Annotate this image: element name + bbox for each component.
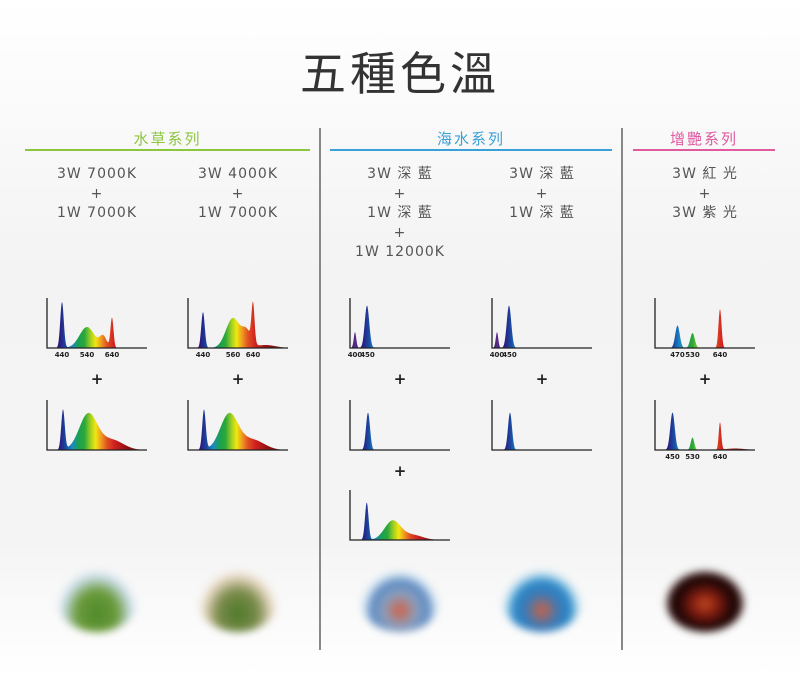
combo-line: + [393,185,407,202]
spectrum-curve [492,412,592,450]
combo-line: 3W 深 藍 [367,166,433,182]
chart-axis [654,298,755,349]
tick-label: 450 [502,351,517,359]
plus-sign: + [535,370,549,388]
photo-aquatic-plants-warm [198,570,278,632]
group-heading-aquatic-plants: 水草系列 [133,130,202,148]
group-heading-marine: 海水系列 [436,130,505,148]
tick-label: 530 [685,453,700,461]
chart-axis [46,400,147,451]
column-divider [319,128,321,650]
page-title: 五種色溫 [300,47,500,101]
spectrum-chart [46,400,147,451]
spectrum-curve [350,305,450,348]
tick-label: 640 [713,453,728,461]
spectrum-curve [655,309,755,348]
spectrum-chart: 470 530 640 [654,298,755,359]
chart-axis [491,298,592,349]
photo-marine-fish-blue [502,570,582,632]
tick-label: 450 [360,351,375,359]
combo-line: 3W 紫 光 [672,205,738,221]
tick-label: 450 [665,453,680,461]
spectrum-curve [47,301,147,348]
combo-line: 3W 7000K [56,166,137,182]
plus-sign: + [231,370,245,388]
chart-axis [46,298,147,349]
spectrum-chart: 440 540 640 [46,298,147,359]
tick-label: 640 [105,351,120,359]
divider-line [330,149,612,151]
combo-line: 3W 深 藍 [509,166,575,182]
chart-axis [491,400,592,451]
spectrum-chart [349,490,450,541]
plus-sign: + [393,462,407,480]
spectrum-chart [349,400,450,451]
chart-axis [349,400,450,451]
spectrum-curve [188,301,288,348]
combo-line: 1W 7000K [56,205,137,221]
spectrum-curve [655,412,755,450]
photo-arowana-red [665,570,745,632]
chart-axis [654,400,755,451]
divider-line [25,149,310,151]
tick-label: 560 [226,351,241,359]
led-combination: 3W 4000K +1W 7000K [168,165,308,224]
combo-line: + [535,185,549,202]
chart-axis [349,490,450,541]
spectrum-chart [491,400,592,451]
tick-label: 400 [348,351,363,359]
led-combination: 3W 深 藍 +1W 深 藍 [472,165,612,224]
led-combination: 3W 7000K +1W 7000K [27,165,167,224]
combo-line: + [393,224,407,241]
photo-aquatic-plants [57,570,137,632]
group-heading-enhance: 增艷系列 [669,130,738,148]
combo-line: 1W 7000K [197,205,278,221]
combo-line: + [231,185,245,202]
tick-label: 530 [685,351,700,359]
combo-line: + [698,185,712,202]
spectrum-chart: 450 530 640 [654,400,755,461]
chart-axis [187,298,288,349]
spectrum-curve [350,502,450,540]
tick-label: 470 [670,351,685,359]
combo-line: 3W 4000K [197,166,278,182]
tick-label: 540 [80,351,95,359]
led-combination: 3W 紅 光 +3W 紫 光 [635,165,775,224]
plus-sign: + [698,370,712,388]
combo-line: + [90,185,104,202]
tick-label: 440 [55,351,70,359]
combo-line: 1W 深 藍 [367,205,433,221]
spectrum-curve [350,412,450,450]
spectrum-curve [47,409,147,450]
column-divider [621,128,623,650]
photo-marine-fish [360,570,440,632]
combo-line: 1W 深 藍 [509,205,575,221]
led-combination: 3W 深 藍 +1W 深 藍 +1W 12000K [330,165,470,263]
combo-line: 1W 12000K [355,244,445,260]
plus-sign: + [90,370,104,388]
spectrum-chart: 440 560 640 [187,298,288,359]
chart-axis [187,400,288,451]
spectrum-curve [492,305,592,348]
tick-label: 400 [490,351,505,359]
chart-axis [349,298,450,349]
tick-label: 640 [713,351,728,359]
tick-label: 440 [196,351,211,359]
divider-line [633,149,775,151]
combo-line: 3W 紅 光 [672,166,738,182]
tick-label: 640 [246,351,261,359]
spectrum-chart [187,400,288,451]
spectrum-curve [188,409,288,450]
plus-sign: + [393,370,407,388]
